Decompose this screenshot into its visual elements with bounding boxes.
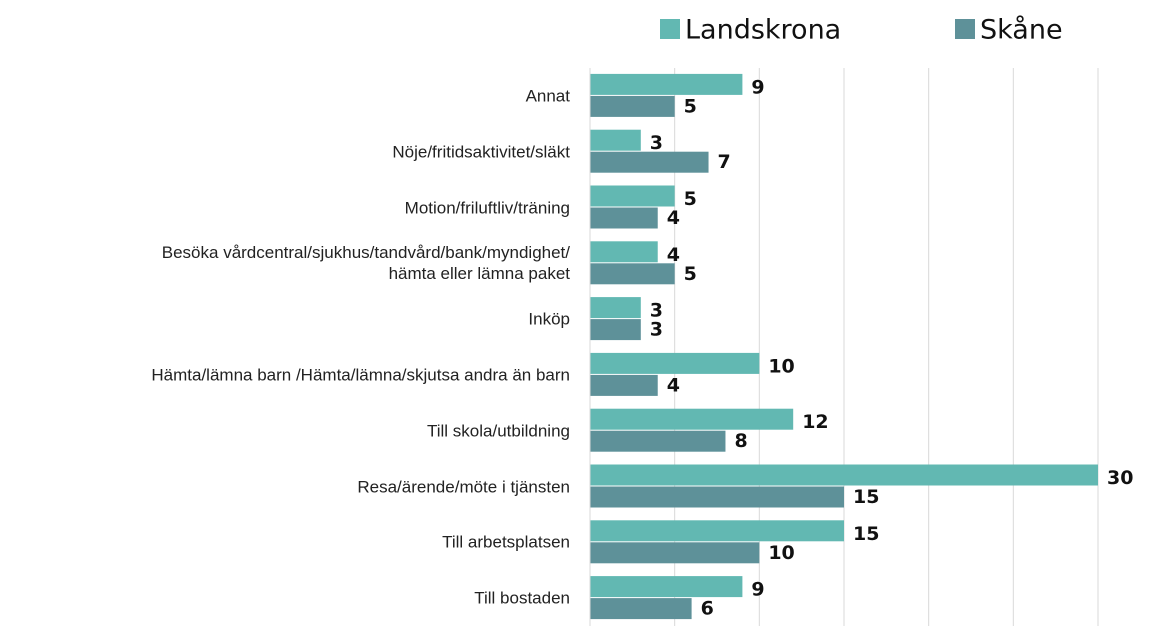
category-label: Motion/friluftliv/träning	[404, 198, 570, 217]
value-label: 10	[768, 355, 794, 377]
category-label: Resa/ärende/möte i tjänsten	[357, 477, 570, 496]
value-label: 9	[751, 579, 764, 601]
bar	[590, 95, 675, 117]
category-label: Nöje/fritidsaktivitet/släkt	[392, 142, 570, 162]
bar	[590, 129, 641, 151]
category-label: Hämta/lämna barn /Hämta/lämna/skjutsa an…	[151, 365, 570, 385]
value-label: 3	[650, 132, 663, 154]
value-label: 4	[667, 207, 680, 229]
bar	[590, 319, 641, 341]
legend-swatch	[955, 19, 975, 39]
bar	[590, 430, 726, 452]
bar	[590, 241, 658, 263]
bar	[590, 263, 675, 285]
value-label: 7	[718, 151, 731, 173]
value-label: 12	[802, 411, 828, 433]
bar	[590, 464, 1098, 486]
category-label: Annat	[525, 86, 570, 106]
bar	[590, 297, 641, 319]
bar	[590, 352, 760, 374]
value-label: 3	[650, 319, 663, 341]
value-label: 3	[650, 300, 663, 322]
category-label: Till bostaden	[474, 588, 570, 608]
value-label: 4	[667, 244, 680, 266]
legend-label: Landskrona	[685, 15, 841, 46]
category-label: Till skola/utbildning	[427, 421, 570, 441]
bar	[590, 73, 743, 95]
category-label: Till arbetsplatsen	[442, 532, 570, 552]
category-label: Inköp	[528, 309, 570, 329]
bar	[590, 374, 658, 396]
value-label: 8	[734, 430, 747, 452]
bar	[590, 598, 692, 620]
value-label: 30	[1107, 467, 1133, 489]
bar	[590, 408, 794, 430]
bar	[590, 520, 844, 542]
bar	[590, 542, 760, 564]
value-label: 5	[684, 95, 697, 117]
bar	[590, 207, 658, 229]
value-label: 5	[684, 188, 697, 210]
legend-swatch	[660, 19, 680, 39]
value-label: 9	[751, 76, 764, 98]
value-label: 15	[853, 486, 879, 508]
value-label: 10	[768, 542, 794, 564]
value-label: 15	[853, 523, 879, 545]
bar	[590, 576, 743, 598]
value-label: 4	[667, 374, 680, 396]
bar	[590, 185, 675, 207]
legend-label: Skåne	[980, 15, 1063, 46]
value-label: 5	[684, 263, 697, 285]
bar	[590, 486, 844, 508]
category-label: Besöka vårdcentral/sjukhus/tandvård/bank…	[161, 243, 570, 284]
bar	[590, 151, 709, 173]
value-label: 6	[701, 598, 714, 620]
